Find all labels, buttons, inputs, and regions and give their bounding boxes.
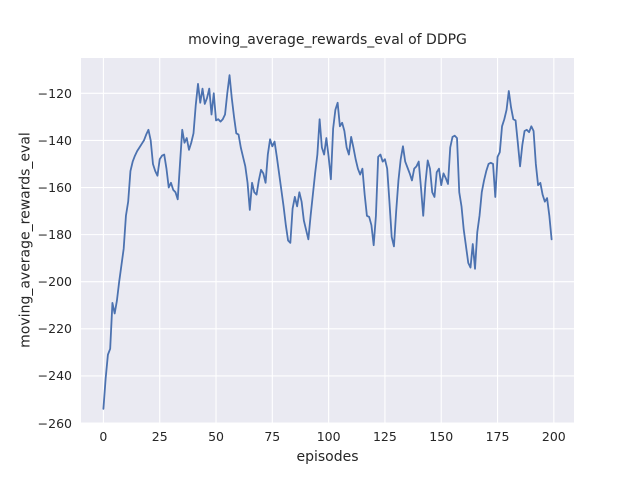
x-tick-label: 200 [541,429,566,444]
y-tick-label: −160 [37,180,72,196]
x-tick-label: 50 [208,429,224,444]
x-tick-label: 150 [429,429,454,444]
chart-title: moving_average_rewards_eval of DDPG [188,32,467,48]
y-tick-label: −200 [37,274,72,290]
y-tick-label: −180 [37,227,72,243]
x-tick-label: 175 [485,429,510,444]
y-tick-label: −220 [37,321,72,337]
x-axis-label: episodes [296,449,359,465]
line-chart [81,58,574,423]
x-tick-label: 75 [264,429,281,444]
x-tick-label: 100 [316,429,341,444]
x-tick-label: 25 [151,429,168,444]
y-axis-label: moving_average_rewards_eval [17,132,33,348]
plot-area [81,58,574,423]
series-line [102,74,553,410]
x-tick-label: 0 [99,429,108,444]
y-tick-label: −120 [37,85,72,101]
y-tick-label: −260 [37,415,72,431]
x-tick-label: 125 [372,429,397,444]
grid-lines [81,58,574,423]
y-tick-label: −240 [37,368,72,384]
y-tick-label: −140 [37,132,72,148]
